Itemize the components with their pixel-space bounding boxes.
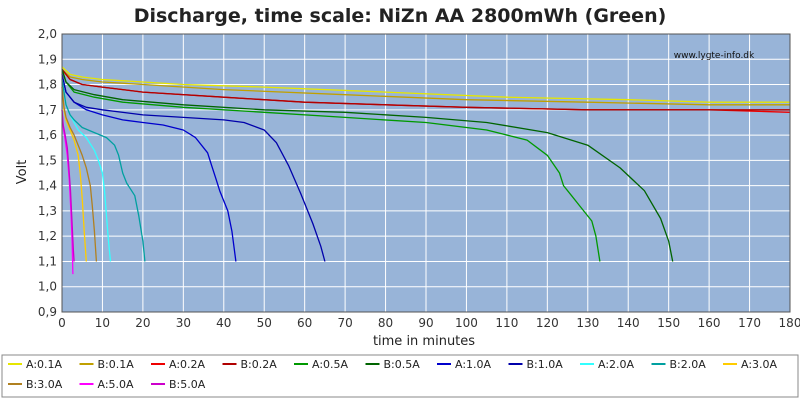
x-tick-label: 90 xyxy=(418,316,433,330)
x-tick-label: 10 xyxy=(95,316,110,330)
legend-label: A:1.0A xyxy=(455,358,492,371)
x-tick-label: 160 xyxy=(698,316,721,330)
series-line xyxy=(61,69,674,262)
y-tick-label: 1,3 xyxy=(38,204,57,218)
x-tick-label: 20 xyxy=(135,316,150,330)
series-line xyxy=(61,69,601,262)
y-tick-label: 0,9 xyxy=(38,305,57,319)
legend-box xyxy=(1,354,799,398)
legend-label: A:0.5A xyxy=(312,358,349,371)
series-line xyxy=(61,109,75,262)
y-tick-label: 1,5 xyxy=(38,153,57,167)
chart-title: Discharge, time scale: NiZn AA 2800mWh (… xyxy=(134,5,667,27)
x-tick-label: 70 xyxy=(337,316,352,330)
series-line xyxy=(61,74,237,262)
x-tick-label: 120 xyxy=(536,316,559,330)
legend-label: B:0.1A xyxy=(98,358,135,371)
grid xyxy=(61,33,791,313)
x-tick-label: 140 xyxy=(617,316,640,330)
legend-label: B:2.0A xyxy=(670,358,707,371)
x-tick-label: 180 xyxy=(779,316,800,330)
legend-label: B:0.5A xyxy=(384,358,421,371)
legend-label: B:0.2A xyxy=(241,358,278,371)
series-line xyxy=(61,68,790,106)
x-tick-label: 40 xyxy=(216,316,231,330)
x-axis: 0 10 20 30 40 50 60 70 80 90 100 110 120 130 140 150 160… xyxy=(58,316,800,330)
plot-frame xyxy=(61,33,791,313)
x-tick-label: 60 xyxy=(297,316,312,330)
y-tick-label: 1,2 xyxy=(38,229,57,243)
legend: A:0.1A B:0.1A A:0.2A B:0.2A A:0.5A B:0.5A A:1.… xyxy=(1,354,799,398)
series-line xyxy=(61,66,790,103)
x-tick-label: 50 xyxy=(257,316,272,330)
x-tick-label: 0 xyxy=(58,316,66,330)
series-line xyxy=(61,87,98,262)
y-tick-label: 1,8 xyxy=(38,78,57,92)
legend-label: A:0.2A xyxy=(169,358,206,371)
legend-label: B:5.0A xyxy=(169,378,206,391)
legend-label: A:3.0A xyxy=(741,358,778,371)
legend-label: A:0.1A xyxy=(26,358,63,371)
x-tick-label: 170 xyxy=(738,316,761,330)
x-tick-label: 100 xyxy=(455,316,478,330)
y-tick-label: 1,6 xyxy=(38,128,57,142)
legend-label: A:5.0A xyxy=(98,378,135,391)
legend-label: A:2.0A xyxy=(598,358,635,371)
x-tick-label: 80 xyxy=(378,316,393,330)
y-axis: 0,9 1,0 1,1 1,2 1,3 1,4 1,5 1,6 1,7 1,8 1,9 2,0 xyxy=(38,27,57,319)
y-axis-title: Volt xyxy=(15,160,30,185)
series-line xyxy=(61,79,146,262)
y-tick-label: 1,7 xyxy=(38,103,57,117)
legend-label: B:3.0A xyxy=(26,378,63,391)
legend-label: B:1.0A xyxy=(527,358,564,371)
x-tick-label: 30 xyxy=(176,316,191,330)
watermark-text: www.lygte-info.dk xyxy=(674,51,755,61)
series-line xyxy=(61,68,790,111)
x-axis-title: time in minutes xyxy=(373,334,475,349)
y-tick-label: 1,4 xyxy=(38,179,57,193)
x-tick-label: 130 xyxy=(576,316,599,330)
x-tick-label: 150 xyxy=(657,316,680,330)
y-tick-label: 1,0 xyxy=(38,280,57,294)
y-tick-label: 1,1 xyxy=(38,254,57,268)
series-line xyxy=(61,74,326,262)
y-tick-label: 2,0 xyxy=(38,27,57,41)
y-tick-label: 1,9 xyxy=(38,52,57,66)
series-lines xyxy=(61,66,791,275)
x-tick-label: 110 xyxy=(495,316,518,330)
